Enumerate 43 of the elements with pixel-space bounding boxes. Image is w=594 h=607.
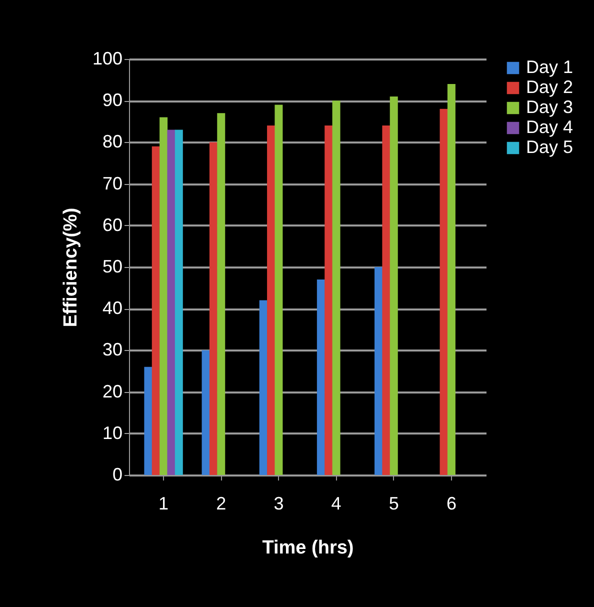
- bar: [382, 126, 390, 475]
- y-tick-label: 90: [102, 90, 122, 110]
- y-axis-title: Efficiency(%): [60, 208, 82, 328]
- x-tick-label: 2: [216, 494, 226, 514]
- legend-label: Day 5: [526, 137, 574, 157]
- legend-label: Day 1: [526, 57, 574, 77]
- bar: [144, 366, 152, 475]
- bar: [267, 126, 276, 475]
- bar: [174, 130, 183, 475]
- bar: [217, 113, 226, 475]
- y-tick-label: 40: [102, 298, 122, 318]
- y-tick-label: 0: [112, 464, 122, 484]
- bar: [374, 267, 383, 475]
- bar: [274, 104, 283, 475]
- legend-label: Day 4: [526, 117, 574, 137]
- y-tick-label: 30: [102, 340, 122, 360]
- bar: [332, 100, 340, 475]
- bar: [316, 279, 325, 475]
- x-tick-label: 6: [446, 494, 456, 514]
- x-tick-label: 3: [274, 494, 284, 514]
- y-tick-label: 100: [92, 48, 122, 68]
- x-axis-title: Time (hrs): [262, 538, 354, 558]
- bar: [324, 126, 333, 475]
- x-tick-label: 5: [388, 494, 399, 514]
- bar: [390, 96, 398, 475]
- y-tick-label: 60: [102, 214, 122, 235]
- x-tick-label: 1: [158, 494, 169, 514]
- y-tick-label: 10: [102, 422, 122, 443]
- bar: [202, 350, 210, 475]
- bar: [152, 146, 160, 475]
- y-tick-label: 50: [102, 256, 122, 276]
- bar: [167, 130, 176, 475]
- bar: [440, 108, 448, 475]
- legend-label: Day 3: [526, 97, 574, 117]
- y-tick-label: 20: [102, 381, 122, 402]
- y-tick-label: 80: [102, 132, 122, 152]
- bar: [209, 142, 218, 475]
- legend-label: Day 2: [526, 77, 574, 97]
- y-tick-label: 70: [102, 173, 122, 194]
- bar: [259, 300, 268, 475]
- bar: [160, 117, 168, 475]
- x-tick-label: 4: [331, 494, 342, 514]
- bar: [447, 84, 456, 475]
